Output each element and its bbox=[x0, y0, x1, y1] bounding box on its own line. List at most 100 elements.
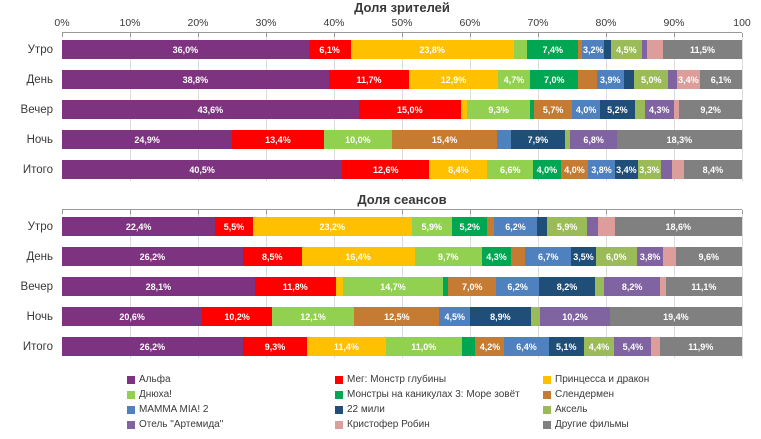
axis-tickmark bbox=[198, 210, 199, 214]
axis-tickmark bbox=[62, 210, 63, 214]
bar-segment bbox=[623, 70, 635, 89]
segment-value-label: 4,3% bbox=[486, 251, 507, 262]
chart-title: Доля сеансов bbox=[357, 192, 447, 207]
row-label: Вечер bbox=[20, 280, 53, 293]
bar-segment: 13,4% bbox=[232, 130, 324, 149]
segment-value-label: 3,8% bbox=[591, 164, 612, 175]
bar-segment: 18,6% bbox=[614, 217, 742, 236]
bar-row-Вечер: Вечер 43,6% 15,0% 9,3% 5,7% 4,0% 5,2% 4,3% 9,2% bbox=[21, 100, 742, 119]
chart-title: Доля зрителей bbox=[354, 0, 450, 15]
bar-segment: 9,7% bbox=[414, 247, 482, 266]
segment-value-label: 4,0% bbox=[564, 164, 585, 175]
legend: Альфа Мег: Монстр глубины Принцесса и драк… bbox=[127, 373, 761, 431]
segment-value-label: 4,0% bbox=[536, 164, 558, 175]
segment-value-label: 4,4% bbox=[588, 341, 610, 352]
legend-item: Отель "Артемида" bbox=[127, 418, 335, 431]
segment-value-label: 11,8% bbox=[282, 281, 308, 292]
segment-value-label: 6,7% bbox=[538, 251, 559, 262]
axis-tickmark bbox=[130, 210, 131, 214]
bar-segment bbox=[530, 100, 534, 119]
legend-label: Днюха! bbox=[139, 389, 172, 400]
segment-value-label: 5,9% bbox=[556, 221, 578, 232]
plot-area: Утро 22,4% 5,5% 23,2% 5,9% 5,2% 6,2% 5,9% 18,6% Д… bbox=[21, 209, 743, 362]
bar-segment: 5,9% bbox=[411, 217, 452, 236]
segment-value-label: 12,5% bbox=[384, 311, 410, 322]
segment-value-label: 4,7% bbox=[503, 74, 525, 85]
segment-value-label: 5,2% bbox=[459, 221, 480, 232]
axis-tickmark bbox=[198, 33, 199, 37]
bar-segment: 9,6% bbox=[675, 247, 742, 266]
axis-tickmark bbox=[470, 210, 471, 214]
legend-swatch-icon bbox=[335, 405, 343, 414]
x-axis-tick-label: 30% bbox=[255, 17, 277, 29]
row-label: Итого bbox=[22, 163, 53, 176]
segment-value-label: 28,1% bbox=[145, 281, 172, 292]
segment-value-label: 10,0% bbox=[345, 134, 371, 145]
bar-segment: 16,4% bbox=[301, 247, 415, 266]
axis-tickmark bbox=[742, 210, 743, 214]
bar-segment: 6,1% bbox=[308, 40, 351, 59]
x-axis-tick-label: 100 bbox=[733, 17, 751, 29]
bar-segment: 22,4% bbox=[62, 217, 216, 236]
axis-tickmark bbox=[674, 210, 675, 214]
segment-value-label: 6,2% bbox=[505, 221, 526, 232]
bar-segment: 8,2% bbox=[604, 277, 661, 296]
bar-segment: 4,7% bbox=[497, 70, 531, 89]
axis-tickmark bbox=[538, 210, 539, 214]
row-label: Ночь bbox=[26, 133, 53, 146]
bar-segment: 26,2% bbox=[62, 247, 243, 266]
x-axis-tick-label: 60% bbox=[459, 17, 481, 29]
bar-segment: 5,7% bbox=[533, 100, 573, 119]
segment-value-label: 6,8% bbox=[583, 134, 604, 145]
segment-value-label: 8,2% bbox=[556, 281, 578, 292]
bar-segment bbox=[595, 277, 605, 296]
bar-segment bbox=[672, 160, 684, 179]
bar-segment: 6,6% bbox=[487, 160, 534, 179]
segment-value-label: 7,4% bbox=[542, 44, 564, 55]
bar-row-День: День 26,2% 8,5% 16,4% 9,7% 4,3% 6,7% 3,5% 6,0% 3,… bbox=[26, 247, 742, 266]
segment-value-label: 5,4% bbox=[622, 341, 644, 352]
bar-segment: 5,0% bbox=[634, 70, 669, 89]
segment-value-label: 18,6% bbox=[665, 221, 692, 232]
legend-item: Кристофер Робин bbox=[335, 418, 543, 431]
segment-value-label: 5,9% bbox=[421, 221, 442, 232]
segment-value-label: 19,4% bbox=[663, 311, 689, 322]
bar-segment bbox=[646, 40, 664, 59]
bar-segment: 23,2% bbox=[252, 217, 412, 236]
bar-segment bbox=[497, 130, 511, 149]
bar-segment: 15,0% bbox=[358, 100, 461, 119]
legend-swatch-icon bbox=[543, 420, 551, 429]
bar-segment: 6,2% bbox=[494, 217, 537, 236]
legend-swatch-icon bbox=[543, 405, 551, 414]
legend-label: Мег: Монстр глубины bbox=[347, 374, 447, 385]
bar-segment: 8,5% bbox=[242, 247, 302, 266]
segment-value-label: 26,2% bbox=[139, 341, 166, 352]
bar-segment bbox=[564, 130, 571, 149]
bar-segment: 5,5% bbox=[215, 217, 253, 236]
segment-value-label: 8,5% bbox=[261, 251, 283, 262]
segment-value-label: 8,9% bbox=[490, 311, 511, 322]
bar-segment: 4,3% bbox=[644, 100, 674, 119]
bar-segment: 9,3% bbox=[242, 337, 308, 356]
segment-value-label: 8,4% bbox=[702, 164, 724, 175]
segment-value-label: 3,9% bbox=[600, 74, 621, 85]
bar-segment bbox=[663, 247, 676, 266]
bar-segment bbox=[443, 277, 449, 296]
bar-segment: 12,6% bbox=[342, 160, 430, 179]
legend-swatch-icon bbox=[335, 420, 343, 429]
row-label: День bbox=[26, 250, 53, 263]
legend-item: Альфа bbox=[127, 373, 335, 386]
segment-value-label: 3,2% bbox=[582, 44, 604, 55]
bar-segment: 3,4% bbox=[676, 70, 701, 89]
legend-item: Аксель bbox=[543, 403, 761, 416]
bar-segment: 8,2% bbox=[538, 277, 596, 296]
bar-segment bbox=[511, 247, 526, 266]
legend-label: MAMMA MIA! 2 bbox=[139, 404, 209, 415]
bar-segment bbox=[635, 100, 645, 119]
axis-tickmark bbox=[742, 33, 743, 37]
legend-swatch-icon bbox=[543, 390, 551, 399]
bar-row-Итого: Итого 40,5% 12,6% 8,4% 6,6% 4,0% 4,0% 3,8% 3,4% 3… bbox=[23, 160, 742, 179]
segment-value-label: 16,4% bbox=[345, 251, 371, 262]
bar-segment: 6,4% bbox=[504, 337, 549, 356]
legend-label: Другие фильмы bbox=[555, 419, 629, 430]
